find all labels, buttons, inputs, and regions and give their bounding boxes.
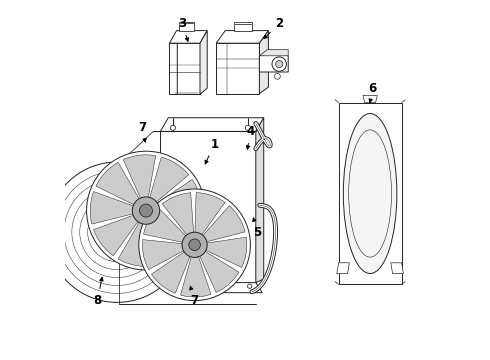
Circle shape: [172, 284, 177, 288]
Polygon shape: [195, 193, 225, 235]
Polygon shape: [156, 179, 202, 211]
Text: 6: 6: [368, 82, 377, 102]
Polygon shape: [148, 220, 185, 266]
Circle shape: [272, 57, 286, 71]
Ellipse shape: [343, 113, 397, 274]
Polygon shape: [160, 118, 264, 131]
Polygon shape: [160, 283, 262, 293]
Polygon shape: [162, 193, 194, 236]
Text: 3: 3: [178, 17, 189, 41]
Circle shape: [171, 125, 175, 130]
Polygon shape: [337, 263, 349, 274]
Text: 7: 7: [138, 121, 147, 142]
Polygon shape: [94, 215, 139, 256]
Circle shape: [274, 73, 280, 79]
Polygon shape: [170, 31, 207, 43]
Text: 8: 8: [93, 278, 103, 307]
Polygon shape: [391, 263, 403, 274]
Circle shape: [275, 60, 283, 68]
Circle shape: [140, 204, 152, 217]
Circle shape: [132, 197, 160, 224]
Circle shape: [139, 189, 250, 301]
Circle shape: [87, 151, 205, 270]
Polygon shape: [143, 240, 184, 270]
Polygon shape: [144, 207, 187, 243]
Polygon shape: [205, 237, 247, 267]
Text: 5: 5: [253, 218, 262, 239]
Polygon shape: [234, 22, 252, 31]
Polygon shape: [259, 52, 288, 72]
Polygon shape: [200, 31, 207, 94]
Polygon shape: [259, 50, 288, 56]
Polygon shape: [179, 22, 194, 31]
Polygon shape: [90, 192, 134, 224]
Circle shape: [47, 162, 187, 302]
Polygon shape: [202, 206, 245, 242]
Text: 1: 1: [205, 138, 219, 164]
Polygon shape: [160, 131, 256, 283]
Text: 4: 4: [246, 125, 254, 149]
Circle shape: [245, 125, 250, 130]
Text: 7: 7: [190, 286, 198, 307]
Polygon shape: [170, 43, 200, 94]
Text: 2: 2: [264, 17, 283, 39]
Polygon shape: [216, 43, 259, 94]
Polygon shape: [256, 118, 264, 283]
Circle shape: [182, 232, 207, 257]
Polygon shape: [339, 103, 402, 284]
Polygon shape: [156, 212, 201, 247]
Circle shape: [247, 284, 252, 288]
Circle shape: [189, 239, 200, 251]
Polygon shape: [123, 155, 156, 199]
Polygon shape: [180, 256, 211, 297]
Polygon shape: [96, 162, 140, 205]
Polygon shape: [199, 251, 239, 292]
Polygon shape: [149, 157, 189, 203]
Polygon shape: [363, 95, 377, 103]
Polygon shape: [118, 221, 150, 266]
Polygon shape: [216, 31, 269, 43]
Polygon shape: [259, 31, 269, 94]
Polygon shape: [151, 251, 190, 293]
